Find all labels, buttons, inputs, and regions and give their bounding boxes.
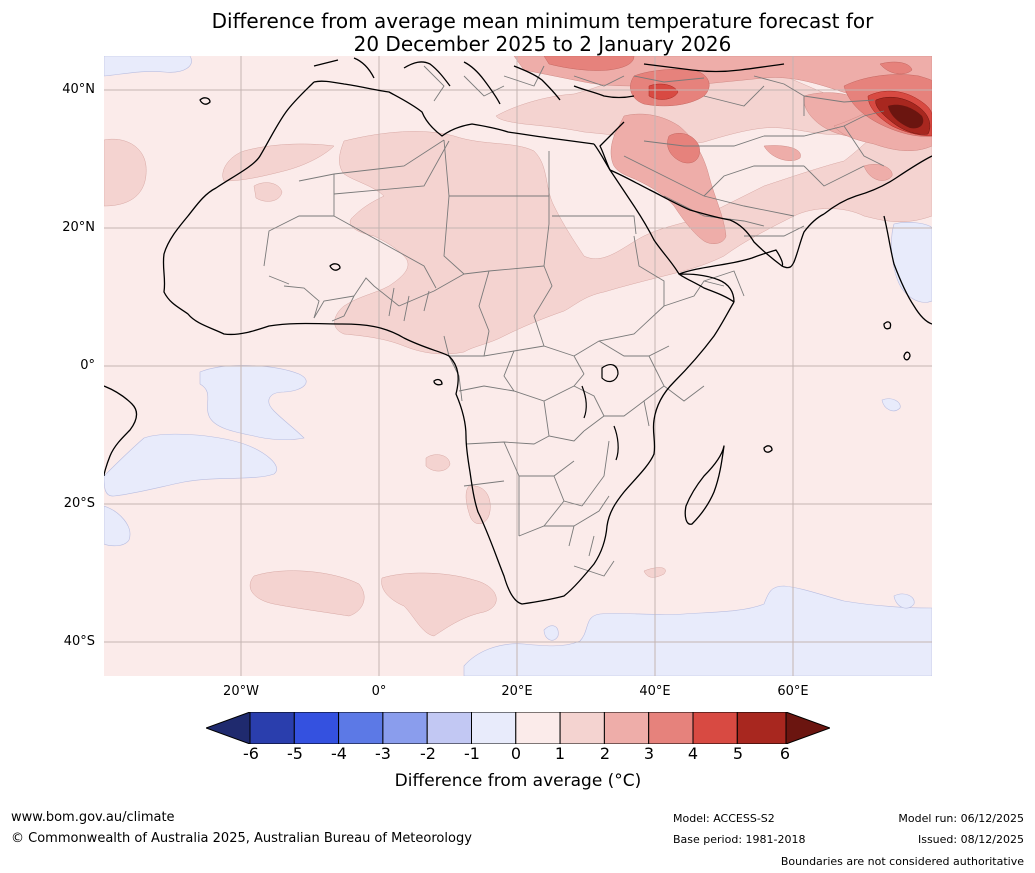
- model-text: Model: ACCESS-S2: [673, 812, 775, 825]
- lon-label-60e: 60°E: [777, 684, 809, 699]
- lakes: [581, 364, 619, 461]
- colorbar-tick-0: 0: [510, 744, 522, 763]
- lat-label-20n: 20°N: [62, 220, 95, 235]
- lon-label-40e: 40°E: [639, 684, 671, 699]
- colorbar-tick--2: -2: [420, 744, 436, 763]
- colorbar-swatch-3: [648, 711, 694, 745]
- colorbar-swatch-0: [515, 711, 561, 745]
- colorbar-tick-6: 6: [779, 744, 791, 763]
- colorbar-tick-3: 3: [643, 744, 655, 763]
- colorbar-tick-4: 4: [687, 744, 699, 763]
- colorbar-swatch--5: [293, 711, 340, 745]
- model-run-text: Model run: 06/12/2025: [898, 812, 1024, 825]
- colorbar-swatch-4: [692, 711, 738, 745]
- colorbar-swatch-2: [603, 711, 650, 745]
- lat-label-40n: 40°N: [62, 82, 95, 97]
- base-period-text: Base period: 1981-2018: [673, 833, 806, 846]
- cool-anomaly-patches: [104, 56, 932, 676]
- warm-1-2-patches: [104, 62, 932, 637]
- colorbar-tick-1: 1: [554, 744, 566, 763]
- lat-label-40s: 40°S: [63, 634, 95, 649]
- colorbar-tick-2: 2: [599, 744, 611, 763]
- lat-label-20s: 20°S: [63, 496, 95, 511]
- colorbar-tick-5: 5: [732, 744, 744, 763]
- map-title-line-1: Difference from average mean minimum tem…: [211, 9, 874, 33]
- lat-label-0: 0°: [80, 358, 95, 373]
- website-link[interactable]: www.bom.gov.au/climate: [11, 810, 175, 825]
- colorbar-swatch-1: [559, 711, 605, 745]
- forecast-map: [104, 56, 932, 676]
- warm-above-5-patches: [875, 97, 931, 135]
- lon-label-20w: 20°W: [223, 684, 259, 699]
- colorbar-label: Difference from average (°C): [394, 771, 642, 791]
- colorbar-swatch--2: [426, 711, 472, 745]
- lon-label-20e: 20°E: [501, 684, 533, 699]
- disclaimer-text: Boundaries are not considered authoritat…: [780, 855, 1024, 868]
- map-title-line-2: 20 December 2025 to 2 January 2026: [353, 32, 732, 56]
- colorbar-swatch-5: [736, 711, 787, 745]
- coastlines: [104, 57, 932, 605]
- copyright-text: © Commonwealth of Australia 2025, Austra…: [11, 831, 472, 846]
- colorbar-swatch--1: [471, 711, 517, 745]
- colorbar-tick--3: -3: [375, 744, 391, 763]
- graticule: [104, 56, 932, 676]
- issued-text: Issued: 08/12/2025: [917, 833, 1024, 846]
- country-borders: [263, 65, 885, 577]
- lon-label-0: 0°: [371, 684, 387, 699]
- colorbar-swatch--6: [249, 711, 295, 745]
- colorbar-arrow-low: [204, 711, 251, 745]
- colorbar-tick--4: -4: [331, 744, 347, 763]
- colorbar-tick--1: -1: [464, 744, 480, 763]
- colorbar-tick--5: -5: [287, 744, 303, 763]
- colorbar-swatch--4: [338, 711, 384, 745]
- colorbar-swatch--3: [382, 711, 428, 745]
- colorbar-tick--6: -6: [243, 744, 259, 763]
- colorbar-arrow-high: [785, 711, 832, 745]
- colorbar: [204, 711, 832, 745]
